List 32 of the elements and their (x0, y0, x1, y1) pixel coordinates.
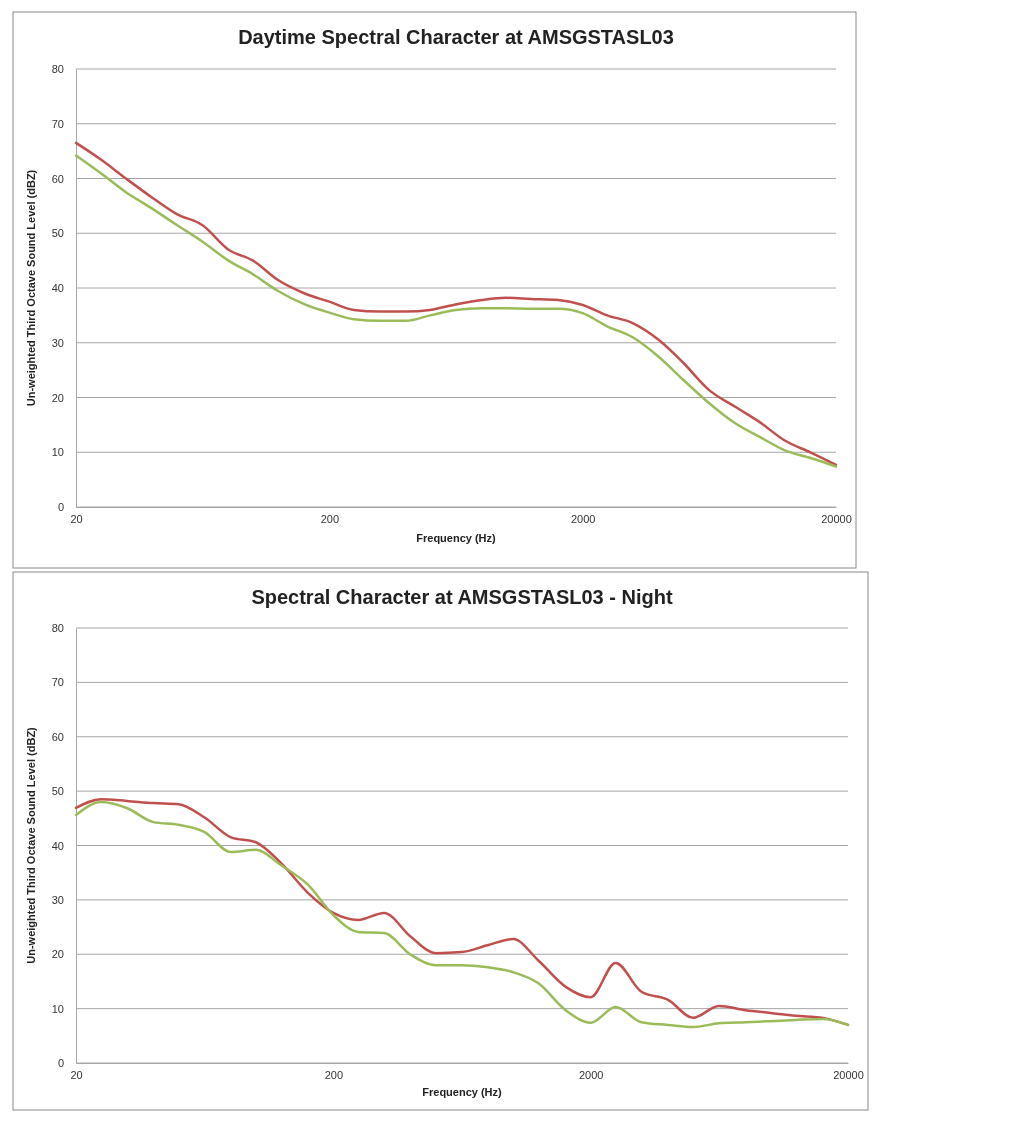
y-axis-title: Un-weighted Third Octave Sound Level (dBZ) (25, 726, 37, 964)
y-tick-label: 60 (51, 172, 64, 185)
x-tick-label: 2000 (578, 1068, 604, 1081)
y-tick-label: 40 (51, 282, 64, 295)
y-tick-label: 40 (51, 839, 64, 852)
y-tick-label: 20 (51, 391, 64, 404)
x-tick-label: 200 (324, 1068, 344, 1081)
x-tick-label: 2000 (570, 512, 596, 525)
x-tick-label: 20000 (821, 512, 852, 525)
y-tick-label: 80 (51, 63, 64, 76)
x-axis-title: Frequency (Hz) (422, 1086, 503, 1098)
y-tick-label: 50 (51, 785, 64, 798)
y-tick-label: 10 (51, 1002, 64, 1015)
y-tick-label: 10 (51, 446, 64, 459)
y-tick-label: 0 (57, 1057, 64, 1070)
y-tick-label: 80 (51, 622, 64, 635)
y-tick-label: 50 (51, 227, 64, 240)
x-tick-label: 20 (70, 512, 83, 525)
y-axis-title: Un-weighted Third Octave Sound Level (dBZ) (25, 169, 37, 407)
chart-title: Daytime Spectral Character at AMSGSTASL03 (238, 26, 674, 48)
chart-title: Spectral Character at AMSGSTASL03 - Night (251, 586, 673, 608)
x-axis-title: Frequency (Hz) (416, 532, 497, 544)
x-tick-label: 200 (320, 512, 340, 525)
y-tick-label: 30 (51, 893, 64, 906)
y-tick-label: 30 (51, 336, 64, 349)
y-tick-label: 60 (51, 730, 64, 743)
y-tick-label: 0 (57, 501, 64, 514)
x-tick-label: 20000 (833, 1068, 864, 1081)
y-tick-label: 70 (51, 117, 64, 130)
x-tick-label: 20 (70, 1068, 83, 1081)
y-tick-label: 70 (51, 676, 64, 689)
y-tick-label: 20 (51, 948, 64, 961)
